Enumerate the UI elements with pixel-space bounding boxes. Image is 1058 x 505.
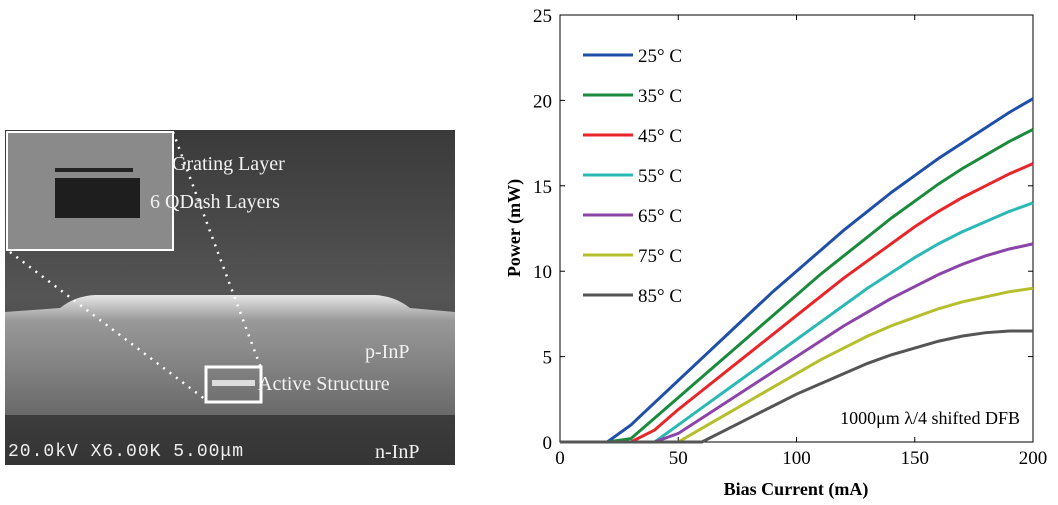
x-tick-label: 100 (782, 448, 811, 469)
y-tick-label: 15 (533, 177, 552, 198)
series-line (560, 162, 1034, 444)
label: Grating Layer (172, 153, 285, 175)
y-tick-label: 25 (533, 6, 552, 27)
zoom-box (204, 365, 263, 404)
legend-label: 55° C (638, 166, 682, 187)
legend-label: 25° C (638, 46, 682, 67)
sem-image: Grating Layer 6 QDash Layers p-InP Activ… (5, 130, 455, 465)
substrate (5, 415, 455, 465)
inset-active (55, 178, 140, 218)
series-line (560, 97, 1034, 444)
legend-label: 35° C (638, 86, 682, 107)
zoom-line (9, 251, 207, 401)
x-tick-label: 0 (555, 448, 565, 469)
zoom-line (171, 131, 263, 369)
x-tick-label: 200 (1019, 448, 1048, 469)
label: p-InP (365, 341, 409, 363)
y-tick-label: 20 (533, 91, 552, 112)
legend-label: 75° C (638, 246, 682, 267)
legend-label: 85° C (638, 286, 682, 307)
annotation: 1000μm λ/4 shifted DFB (840, 408, 1020, 428)
series-line (560, 329, 1033, 444)
legend-label: 45° C (638, 126, 682, 147)
label: n-InP (375, 441, 419, 463)
plot-frame (559, 14, 1034, 443)
y-tick-label: 5 (543, 348, 553, 369)
series-line (560, 128, 1034, 444)
series-line (560, 201, 1034, 444)
x-axis-label: Bias Current (mA) (724, 479, 869, 500)
label: Active Structure (258, 373, 390, 395)
y-tick-label: 0 (543, 433, 553, 454)
active-stripe (212, 380, 255, 386)
inset-grating (55, 168, 133, 172)
x-tick-label: 150 (901, 448, 930, 469)
y-tick-label: 10 (533, 262, 552, 283)
label: 6 QDash Layers (150, 191, 280, 213)
legend-label: 65° C (638, 206, 682, 227)
x-tick-label: 50 (669, 448, 688, 469)
scale-label: 20.0kV X6.00K 5.00μm (8, 442, 244, 462)
y-axis-label: Power (mW) (504, 179, 525, 277)
